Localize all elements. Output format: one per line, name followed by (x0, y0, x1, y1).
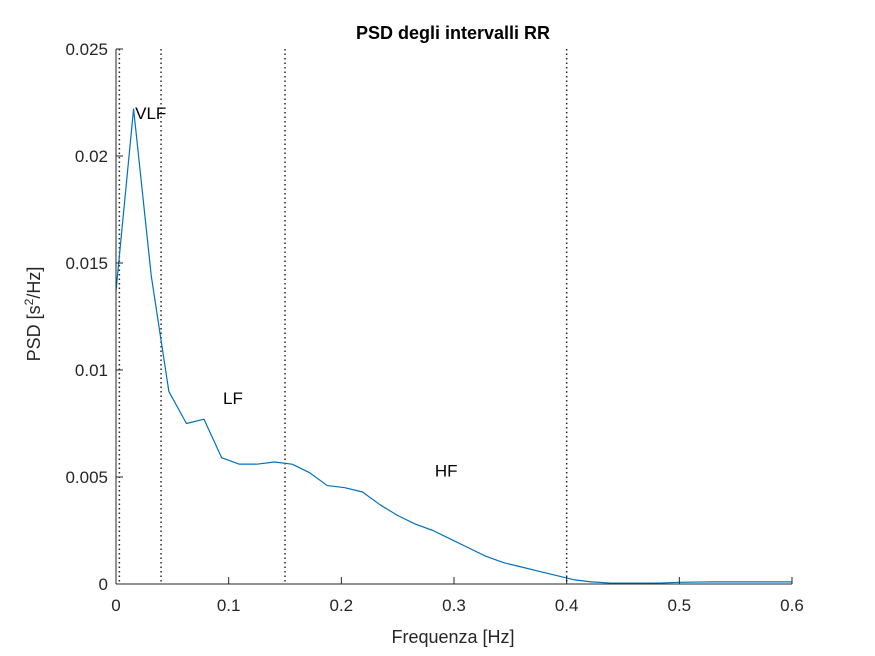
psd-series (115, 108, 792, 584)
x-tick-label: 0.1 (217, 596, 241, 615)
chart-title: PSD degli intervalli RR (356, 23, 550, 43)
y-axis-title-suffix: /Hz] (24, 267, 44, 299)
x-tick-label: 0.2 (330, 596, 354, 615)
x-tick-label: 0.4 (555, 596, 579, 615)
x-tick-label: 0.6 (780, 596, 804, 615)
y-axis-title-prefix: PSD [s (24, 305, 44, 361)
band-labels: VLF LF HF (135, 104, 457, 480)
y-axis-title-sup: 2 (22, 298, 36, 305)
y-tick-label: 0.025 (65, 40, 108, 59)
x-tick-label: 0.5 (668, 596, 692, 615)
y-tick-label: 0 (99, 575, 108, 594)
y-tick-label: 0.01 (75, 361, 108, 380)
band-boundaries (118, 49, 568, 584)
x-tick-label: 0 (111, 596, 120, 615)
psd-line (115, 108, 792, 584)
band-label-lf: LF (223, 389, 243, 408)
plot-area (116, 49, 792, 584)
x-axis-ticks: 0 0.1 0.2 0.3 0.4 0.5 0.6 (111, 577, 804, 615)
band-label-hf: HF (435, 462, 458, 481)
band-label-vlf: VLF (135, 104, 166, 123)
plot-background (116, 49, 792, 584)
y-tick-label: 0.02 (75, 147, 108, 166)
x-axis-title: Frequenza [Hz] (391, 627, 514, 647)
y-tick-label: 0.015 (65, 254, 108, 273)
y-axis-ticks: 0 0.005 0.01 0.015 0.02 0.025 (65, 40, 123, 594)
x-tick-label: 0.3 (442, 596, 466, 615)
y-tick-label: 0.005 (65, 468, 108, 487)
y-axis-title: PSD [s2/Hz] (22, 267, 44, 362)
